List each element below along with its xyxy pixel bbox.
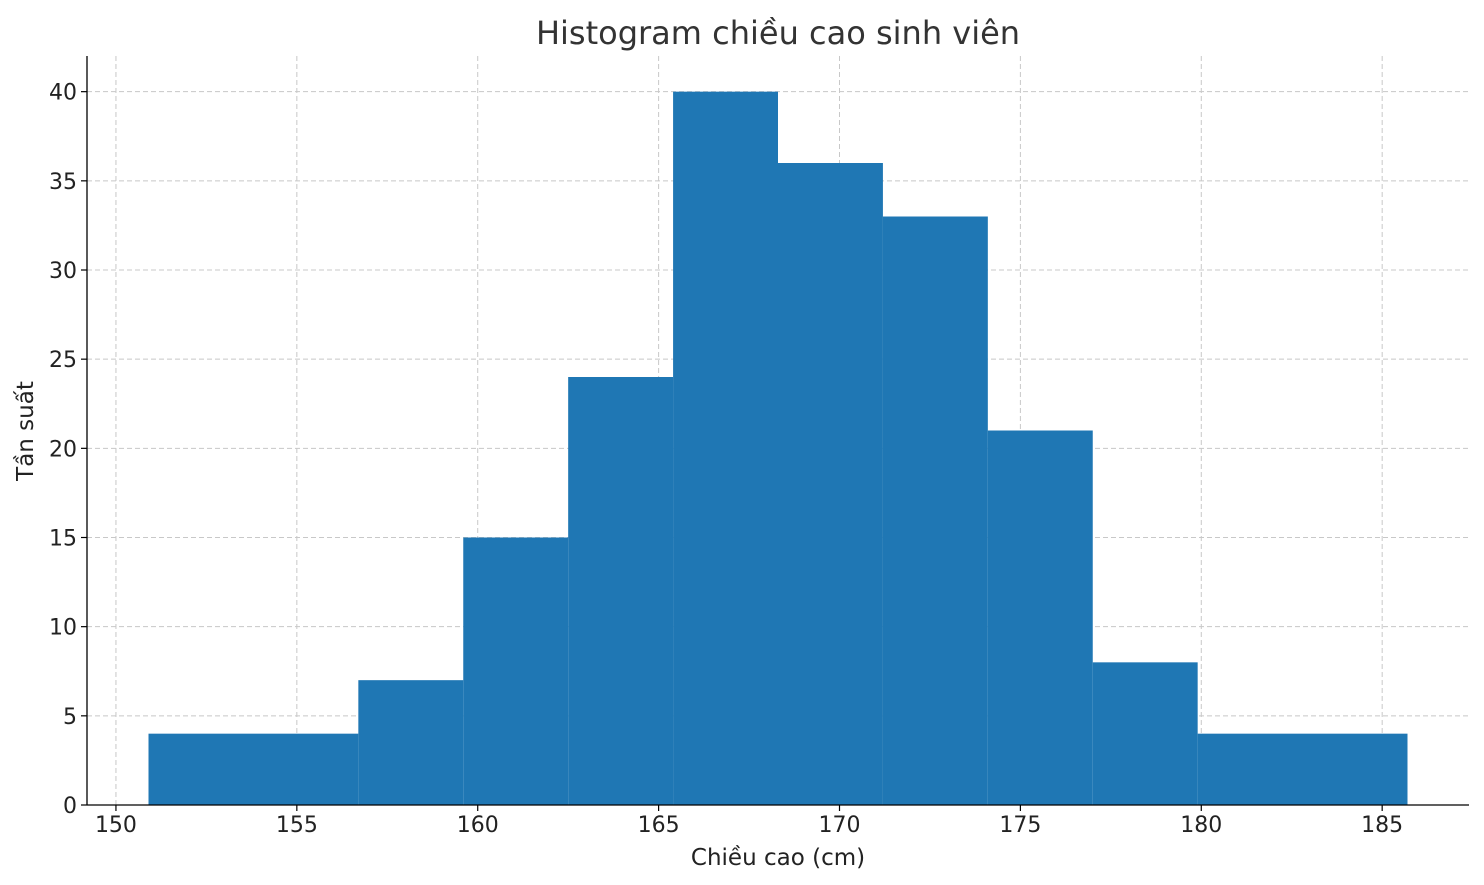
- y-axis-label: Tần suất: [13, 381, 39, 482]
- histogram-bar: [358, 680, 464, 805]
- histogram-bars: [148, 91, 1408, 805]
- x-axis-ticks: 150 155 160 165 170 175 180 185: [95, 805, 1403, 838]
- y-tick-label: 10: [49, 616, 77, 641]
- y-tick-label: 30: [49, 259, 77, 284]
- x-tick-label: 155: [276, 813, 318, 838]
- histogram-bar: [673, 91, 778, 805]
- histogram-bar: [568, 377, 674, 805]
- y-tick-label: 40: [49, 81, 77, 106]
- chart-title: Histogram chiều cao sinh viên: [536, 14, 1020, 52]
- x-tick-label: 160: [457, 813, 499, 838]
- y-tick-label: 35: [49, 170, 77, 195]
- y-tick-label: 20: [49, 437, 77, 462]
- histogram-bar: [778, 163, 883, 805]
- histogram-bar: [1092, 662, 1198, 805]
- x-tick-label: 165: [638, 813, 680, 838]
- x-tick-label: 180: [1180, 813, 1222, 838]
- x-tick-label: 185: [1361, 813, 1403, 838]
- x-axis-label: Chiều cao (cm): [691, 845, 865, 871]
- y-tick-label: 15: [49, 527, 77, 552]
- x-tick-label: 175: [999, 813, 1041, 838]
- histogram-bar: [987, 430, 1093, 805]
- y-tick-label: 5: [63, 705, 77, 730]
- histogram-bar: [882, 216, 988, 805]
- x-tick-label: 170: [819, 813, 861, 838]
- y-axis-ticks: 0 5 10 15 20 25 30 35 40: [49, 81, 87, 819]
- y-tick-label: 25: [49, 348, 77, 373]
- histogram-bar: [1197, 733, 1408, 805]
- y-tick-label: 0: [63, 794, 77, 819]
- x-tick-label: 150: [95, 813, 137, 838]
- histogram-bar: [463, 537, 569, 805]
- histogram-bar: [148, 733, 359, 805]
